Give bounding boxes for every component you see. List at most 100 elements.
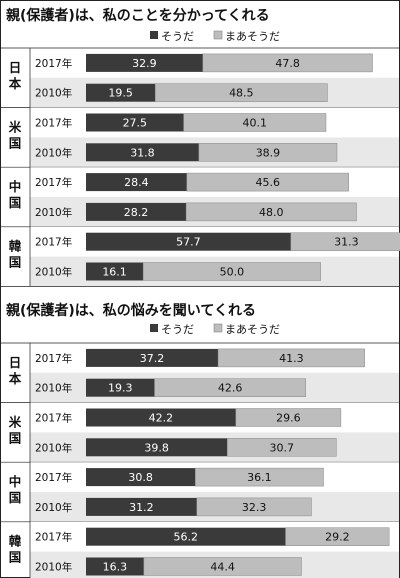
bar-maa-sou-da — [235, 408, 342, 427]
bar-row: 2010年 16.1 50.0 — [30, 256, 399, 287]
year-label: 2017年 — [35, 352, 72, 365]
bar-maa-sou-da — [285, 527, 390, 546]
bar-row: 2010年 19.3 42.6 — [30, 372, 399, 403]
year-label: 2017年 — [35, 471, 72, 484]
bar-row: 2010年 16.3 44.4 — [30, 551, 399, 578]
data-label: 29.6 — [276, 412, 301, 425]
legend-label: まあそうだ — [225, 30, 280, 43]
chart-title: 親(保護者)は、私のことを分かってくれる — [6, 7, 270, 24]
bar-row: 2017年 37.2 41.3 — [30, 343, 399, 373]
year-label: 2017年 — [35, 176, 72, 189]
data-label: 50.0 — [220, 266, 245, 279]
bar-sou-da — [86, 378, 155, 397]
bar-maa-sou-da — [183, 113, 327, 132]
country-label-char: 韓 — [9, 239, 22, 254]
legend-swatch-maa-sou-da — [213, 323, 223, 333]
data-label: 32.9 — [132, 57, 157, 70]
country-label-char: 本 — [9, 371, 22, 386]
bar-maa-sou-da — [195, 467, 324, 487]
bar-sou-da — [86, 202, 187, 221]
data-label: 30.8 — [128, 471, 153, 484]
data-label: 39.8 — [144, 441, 169, 454]
bar-maa-sou-da — [186, 172, 349, 192]
bar-sou-da — [86, 468, 196, 487]
country-group: 日本 2017年 32.9 47.8 2010年 19.5 48.5 — [0, 48, 400, 108]
year-label: 2010年 — [35, 501, 72, 514]
year-label: 2017年 — [35, 57, 72, 70]
country-label-char: 中 — [9, 474, 22, 489]
country-group: 韓国 2017年 56.2 29.2 2010年 16.3 44.4 — [9, 521, 399, 578]
bar-maa-sou-da — [202, 53, 373, 73]
data-label: 16.3 — [103, 561, 128, 574]
data-label: 31.3 — [334, 236, 359, 249]
data-label: 42.2 — [149, 412, 174, 425]
bar-maa-sou-da — [290, 232, 400, 251]
data-label: 40.1 — [243, 117, 268, 130]
data-label: 42.6 — [218, 382, 243, 395]
data-label: 27.5 — [123, 117, 148, 130]
country-label-char: 韓 — [9, 534, 22, 549]
data-label: 28.2 — [124, 206, 149, 219]
bar-row: 2017年 42.2 29.6 — [30, 402, 399, 433]
bar-maa-sou-da — [198, 143, 338, 162]
data-label: 28.4 — [124, 176, 149, 189]
bar-sou-da — [86, 173, 187, 192]
country-label-char: 米 — [8, 414, 22, 429]
bar-sou-da — [86, 53, 203, 72]
country-label-char: 国 — [9, 430, 22, 445]
bar-sou-da — [86, 438, 228, 457]
country-group: 中国 2017年 30.8 36.1 2010年 31.2 32.3 — [0, 462, 400, 523]
country-label-char: 国 — [9, 490, 22, 505]
year-label: 2010年 — [35, 87, 72, 100]
data-label: 31.8 — [130, 146, 155, 159]
data-label: 29.2 — [325, 531, 350, 544]
legend-swatch-sou-da — [150, 324, 158, 332]
data-label: 47.8 — [275, 57, 300, 70]
country-group: 韓国 2017年 57.7 31.3 2010年 16.1 50.0 — [0, 226, 400, 287]
bar-sou-da — [86, 83, 156, 102]
year-label: 2010年 — [35, 206, 72, 219]
data-label: 44.4 — [210, 561, 235, 574]
bar-row: 2017年 56.2 29.2 — [30, 521, 399, 552]
country-group: 米国 2017年 27.5 40.1 2010年 31.8 38.9 — [0, 107, 400, 168]
bar-row: 2017年 28.4 45.6 — [30, 167, 399, 197]
bar-sou-da — [86, 232, 291, 251]
country-group: 中国 2017年 28.4 45.6 2010年 28.2 48.0 — [0, 167, 400, 228]
bar-sou-da — [86, 557, 144, 576]
country-label-char: 国 — [9, 195, 22, 210]
country-group: 米国 2017年 42.2 29.6 2010年 39.8 30.7 — [0, 402, 400, 463]
bar-maa-sou-da — [143, 557, 302, 576]
year-label: 2010年 — [35, 146, 72, 159]
year-label: 2010年 — [35, 441, 72, 454]
bar-sou-da — [86, 348, 219, 367]
bar-row: 2010年 28.2 48.0 — [30, 197, 399, 227]
bar-row: 2010年 39.8 30.7 — [30, 432, 399, 463]
legend: そうだ まあそうだ — [150, 323, 280, 336]
year-label: 2017年 — [35, 236, 72, 249]
bar-sou-da — [86, 143, 199, 162]
country-label-char: 本 — [9, 76, 22, 91]
data-label: 36.1 — [247, 471, 272, 484]
legend-label: そうだ — [161, 323, 194, 336]
data-label: 45.6 — [256, 176, 281, 189]
bar-row: 2010年 19.5 48.5 — [30, 77, 399, 108]
data-label: 57.7 — [176, 236, 201, 249]
bar-maa-sou-da — [227, 438, 337, 457]
country-label-char: 国 — [9, 550, 22, 565]
legend-swatch-sou-da — [150, 31, 158, 39]
bar-row: 2017年 30.8 36.1 — [30, 462, 399, 492]
year-label: 2017年 — [35, 117, 72, 130]
bar-maa-sou-da — [154, 378, 306, 397]
bar-sou-da — [86, 113, 184, 132]
country-label-char: 日 — [9, 60, 22, 75]
bar-sou-da — [86, 497, 197, 516]
bar-sou-da — [86, 408, 236, 427]
legend: そうだ まあそうだ — [150, 30, 280, 43]
bar-maa-sou-da — [196, 497, 312, 517]
data-label: 48.5 — [229, 87, 254, 100]
year-label: 2010年 — [35, 382, 72, 395]
bar-row: 2010年 31.2 32.3 — [30, 492, 399, 522]
